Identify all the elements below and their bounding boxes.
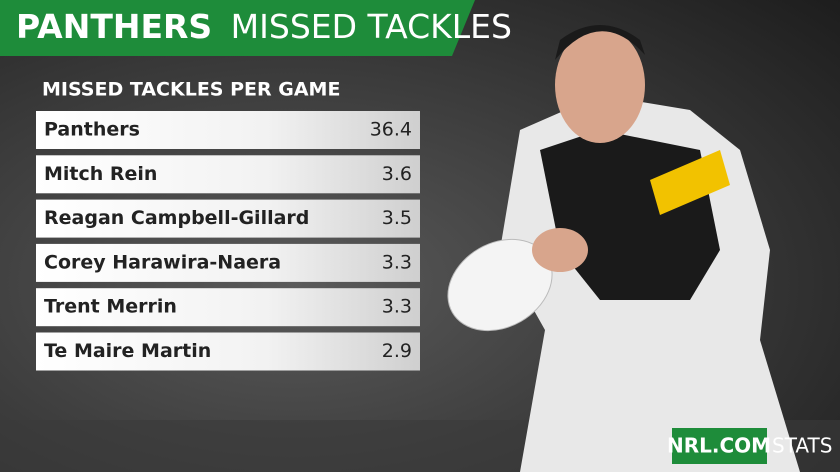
row-name: Te Maire Martin bbox=[44, 340, 211, 362]
table-row bbox=[36, 155, 420, 194]
footer-label: STATS bbox=[772, 434, 832, 458]
header-title: PANTHERS MISSED TACKLES bbox=[16, 7, 512, 46]
footer-brand: NRL.COM bbox=[667, 434, 771, 458]
table-title: MISSED TACKLES PER GAME bbox=[42, 79, 340, 101]
player-photo bbox=[447, 25, 800, 472]
table-row bbox=[36, 288, 420, 327]
header-title-bold: PANTHERS bbox=[16, 7, 212, 46]
row-name: Mitch Rein bbox=[44, 163, 157, 185]
table-row bbox=[36, 199, 420, 238]
row-name: Corey Harawira-Naera bbox=[44, 251, 281, 273]
row-name: Panthers bbox=[44, 119, 140, 141]
row-name: Reagan Campbell-Gillard bbox=[44, 207, 309, 229]
table: Panthers 36.4 Mitch Rein 3.6 Reagan Campbell… bbox=[36, 111, 420, 371]
row-name: Trent Merrin bbox=[44, 296, 177, 318]
header-title-light: MISSED TACKLES bbox=[231, 7, 512, 46]
footer-brand-box bbox=[672, 428, 767, 464]
row-value: 3.6 bbox=[382, 163, 412, 185]
footer: NRL.COM STATS bbox=[667, 428, 832, 464]
table-row bbox=[36, 243, 420, 282]
row-value: 3.3 bbox=[382, 296, 412, 318]
table-row bbox=[36, 332, 420, 371]
row-value: 36.4 bbox=[370, 119, 412, 141]
header-banner bbox=[0, 0, 475, 56]
row-value: 3.5 bbox=[382, 207, 412, 229]
row-value: 2.9 bbox=[382, 340, 412, 362]
row-value: 3.3 bbox=[382, 251, 412, 273]
table-row bbox=[36, 111, 420, 149]
